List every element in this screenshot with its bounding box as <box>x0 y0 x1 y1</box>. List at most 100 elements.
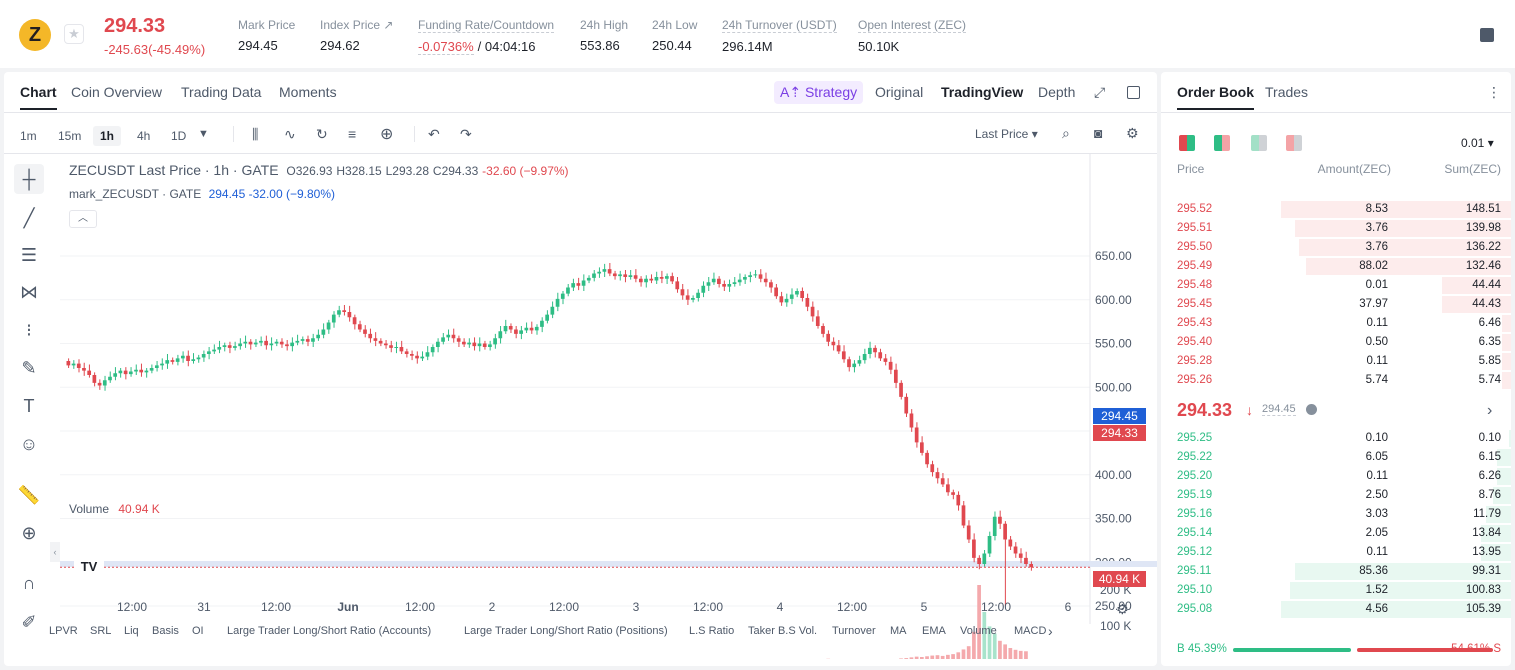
camera-icon[interactable]: ◙ <box>1094 125 1103 141</box>
indicator-oi[interactable]: OI <box>192 625 204 637</box>
price-type-select[interactable]: Last Price ▾ <box>975 127 1038 141</box>
prediction-icon[interactable]: ⁝ <box>26 320 32 340</box>
indicator-srl[interactable]: SRL <box>90 625 112 637</box>
ask-row[interactable]: 295.43 0.11 6.46 <box>1161 314 1511 333</box>
gear-icon[interactable]: ⚙ <box>1126 125 1139 141</box>
ruler-icon[interactable]: 📏 <box>17 485 41 505</box>
tf-1d[interactable]: 1D <box>171 129 187 143</box>
template-icon[interactable]: ≡ <box>348 126 357 142</box>
bid-row[interactable]: 295.19 2.50 8.76 <box>1161 486 1511 505</box>
zoom-icon[interactable]: ⊕ <box>21 523 37 543</box>
tf-15m[interactable]: 15m <box>58 129 82 143</box>
tab-trades[interactable]: Trades <box>1265 84 1309 100</box>
tab-coin-overview[interactable]: Coin Overview <box>71 84 163 100</box>
indicator-ema[interactable]: EMA <box>922 625 946 637</box>
bid-row[interactable]: 295.08 4.56 105.39 <box>1161 600 1511 619</box>
ask-row[interactable]: 295.28 0.11 5.85 <box>1161 352 1511 371</box>
replay-icon[interactable]: ↻ <box>316 126 328 142</box>
info-icon[interactable] <box>1306 404 1317 415</box>
ask-row[interactable]: 295.52 8.53 148.51 <box>1161 200 1511 219</box>
search-icon[interactable]: ⌕ <box>1062 125 1070 141</box>
ask-row[interactable]: 295.48 0.01 44.44 <box>1161 276 1511 295</box>
candles-icon[interactable]: ⫼ <box>252 126 259 142</box>
chevron-right-icon[interactable]: › <box>1048 623 1053 639</box>
strategy-button[interactable]: A⇡ Strategy <box>774 81 864 104</box>
bid-row[interactable]: 295.10 1.52 100.83 <box>1161 581 1511 600</box>
indicator-volume[interactable]: Volume <box>960 625 997 637</box>
last-price-tag: 294.33 <box>1093 425 1146 441</box>
row-sum: 8.76 <box>1478 489 1501 501</box>
candle-body <box>748 275 752 277</box>
precision-select[interactable]: 0.01 ▾ <box>1461 136 1494 150</box>
candlestick-chart[interactable]: 650.00600.00550.00500.00450.00400.00350.… <box>60 154 1157 659</box>
tf-1m[interactable]: 1m <box>20 129 37 143</box>
indicators-icon[interactable]: ∿ <box>284 126 296 142</box>
candle-body <box>154 365 159 368</box>
indicator-turnover[interactable]: Turnover <box>832 625 876 637</box>
text-icon[interactable]: T <box>23 396 35 416</box>
chevron-down-icon[interactable]: ▼ <box>198 128 209 140</box>
indicator-macd[interactable]: MACD <box>1014 625 1047 637</box>
ask-row[interactable]: 295.50 3.76 136.22 <box>1161 238 1511 257</box>
bid-row[interactable]: 295.20 0.11 6.26 <box>1161 467 1511 486</box>
fib-icon[interactable]: ☰ <box>20 245 38 265</box>
view-depth[interactable]: Depth <box>1038 84 1076 100</box>
trend-line-icon[interactable]: ╱ <box>23 208 35 228</box>
chevron-right-icon[interactable]: › <box>1487 402 1493 419</box>
document-icon[interactable] <box>1480 28 1494 42</box>
settings-icon[interactable]: ⚙ <box>1116 601 1129 617</box>
tf-4h[interactable]: 4h <box>137 129 151 143</box>
indicator-basis[interactable]: Basis <box>152 625 179 637</box>
window-icon[interactable] <box>1127 86 1140 99</box>
indicator-ma[interactable]: MA <box>890 625 907 637</box>
sell-view-icon[interactable] <box>1286 135 1302 151</box>
candle-body <box>87 370 92 375</box>
pencil-icon[interactable]: ✐ <box>21 612 37 632</box>
ask-row[interactable]: 295.26 5.74 5.74 <box>1161 371 1511 390</box>
candle-body <box>758 274 763 279</box>
bid-row[interactable]: 295.14 2.05 13.84 <box>1161 524 1511 543</box>
indicator-liq[interactable]: Liq <box>124 625 139 637</box>
y-tick-label: 650.00 <box>1095 249 1132 263</box>
indicator-lpvr[interactable]: LPVR <box>49 625 78 637</box>
pattern-icon[interactable]: ⋈ <box>20 282 38 302</box>
brush-icon[interactable]: ✎ <box>21 358 37 378</box>
undo-icon[interactable]: ↶ <box>428 126 440 142</box>
expand-icon[interactable]: ⤢ <box>1094 84 1106 100</box>
tab-moments[interactable]: Moments <box>279 84 337 100</box>
redo-icon[interactable]: ↷ <box>460 126 472 142</box>
collapse-legend-button[interactable]: ︿ <box>69 210 97 228</box>
indicator-l-s-ratio[interactable]: L.S Ratio <box>689 625 735 637</box>
bid-row[interactable]: 295.12 0.11 13.95 <box>1161 543 1511 562</box>
ask-row[interactable]: 295.51 3.76 139.98 <box>1161 219 1511 238</box>
both-sides-icon[interactable] <box>1179 135 1195 151</box>
tab-trading-data[interactable]: Trading Data <box>181 84 262 100</box>
bids-view-icon[interactable] <box>1214 135 1230 151</box>
collapse-toolbar-icon[interactable]: ‹ <box>50 542 60 562</box>
bid-row[interactable]: 295.25 0.10 0.10 <box>1161 429 1511 448</box>
ask-row[interactable]: 295.49 88.02 132.46 <box>1161 257 1511 276</box>
bid-row[interactable]: 295.16 3.03 11.79 <box>1161 505 1511 524</box>
indicator-large-trader-long-short-ratio-accounts-[interactable]: Large Trader Long/Short Ratio (Accounts) <box>227 625 432 637</box>
tab-chart[interactable]: Chart <box>20 84 57 110</box>
candle-body <box>441 337 445 342</box>
bid-row[interactable]: 295.11 85.36 99.31 <box>1161 562 1511 581</box>
more-icon[interactable]: ⋮ <box>1487 84 1501 100</box>
indicator-large-trader-long-short-ratio-positions-[interactable]: Large Trader Long/Short Ratio (Positions… <box>464 625 668 637</box>
asks-view-icon[interactable] <box>1251 135 1267 151</box>
crosshair-icon[interactable]: ┼ <box>14 164 44 194</box>
view-tradingview[interactable]: TradingView <box>941 84 1024 100</box>
ask-row[interactable]: 295.40 0.50 6.35 <box>1161 333 1511 352</box>
magnet-icon[interactable]: ∩ <box>22 573 36 593</box>
candle-body <box>966 525 971 540</box>
ask-row[interactable]: 295.45 37.97 44.43 <box>1161 295 1511 314</box>
favorite-star-icon[interactable]: ★ <box>64 24 84 44</box>
add-alert-icon[interactable]: ⊕ <box>380 126 394 143</box>
pane-separator[interactable] <box>60 561 1157 567</box>
bid-row[interactable]: 295.22 6.05 6.15 <box>1161 448 1511 467</box>
tf-1h[interactable]: 1h <box>93 126 122 146</box>
tab-order-book[interactable]: Order Book <box>1177 84 1255 110</box>
emoji-icon[interactable]: ☺ <box>19 434 39 454</box>
view-original[interactable]: Original <box>875 84 924 100</box>
indicator-taker-b-s-vol-[interactable]: Taker B.S Vol. <box>748 625 818 637</box>
